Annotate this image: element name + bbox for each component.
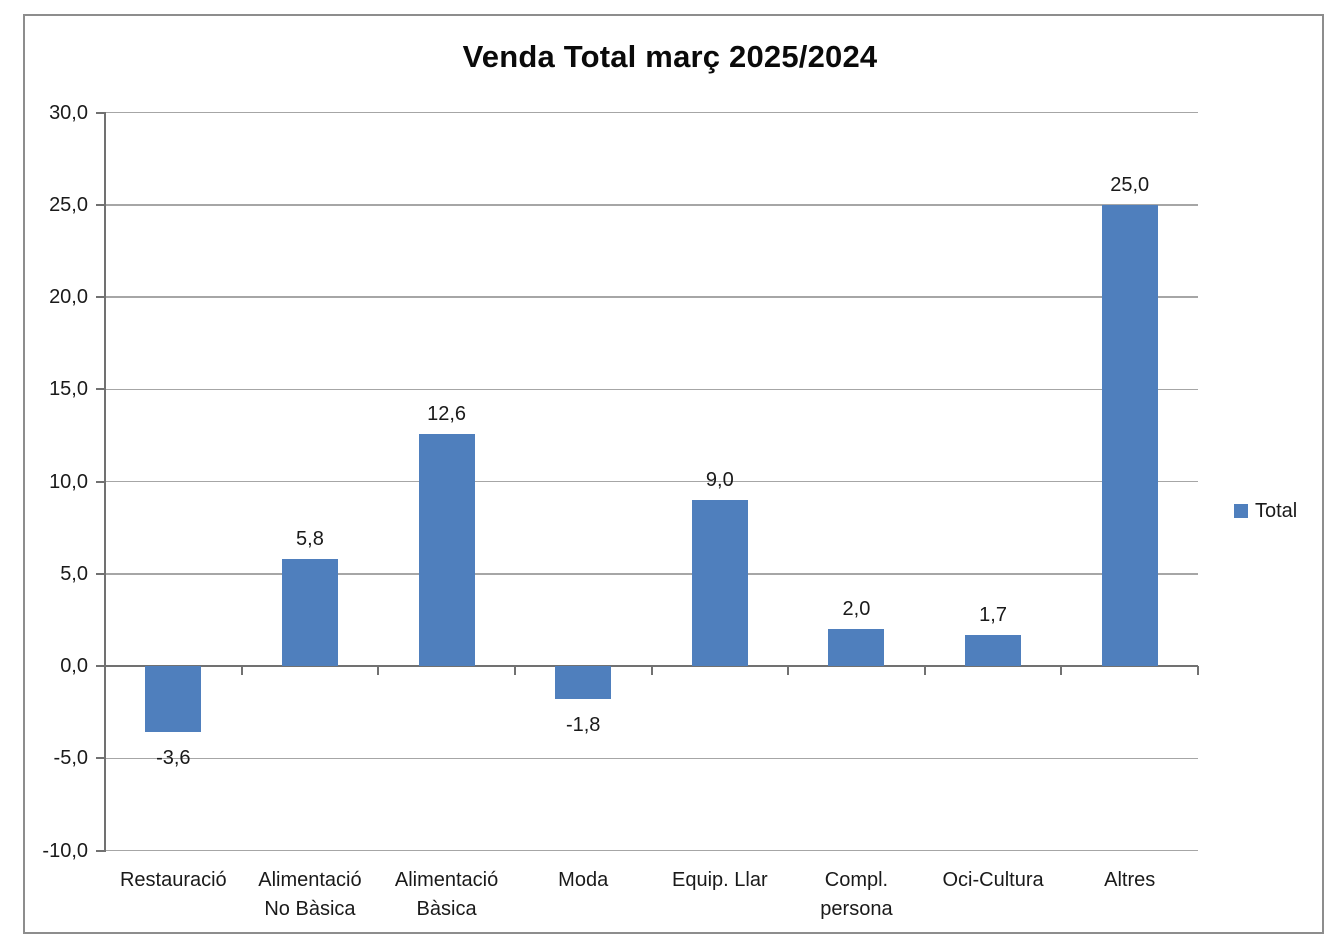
y-axis-tick-10 [96,480,105,483]
legend-label-total: Total [1255,500,1298,522]
bar-value-label-restauracio: -3,6 [156,747,191,770]
gridline-15 [105,388,1198,390]
legend: Total [1234,499,1297,523]
x-axis-label-line: No Bàsica [264,898,356,920]
x-axis-label-line: Compl. [824,869,889,891]
x-axis-label-line: Altres [1104,869,1156,891]
x-axis-label-altres: Altres [1055,866,1205,895]
y-axis-tick-label-25: 25,0 [49,193,88,216]
y-axis-tick-label-20: 20,0 [49,286,88,308]
y-axis-tick-0 [96,665,105,667]
gridline--5 [105,757,1198,759]
bar-value-label-equip-llar: 9,0 [705,468,734,491]
y-axis-tick-15 [96,388,105,391]
x-axis-tick-8 [1197,666,1199,675]
x-axis-label-equip-llar: Equip. Llar [645,866,795,895]
bar-alimentacio-no-basica [281,558,338,666]
x-axis-tick-3 [513,666,516,675]
x-axis-label-compl-persona: Compl. persona [781,866,931,924]
bar-value-label-alimentacio-basica: 12,6 [427,402,467,425]
legend-marker-total-icon [1234,504,1248,518]
x-axis-label-moda: Moda [508,866,658,895]
x-axis-label-restauracio: Restauració [98,866,248,895]
bar-equip-llar [691,499,748,666]
y-axis-tick-label-15: 15,0 [49,378,88,401]
y-axis-tick-25 [96,203,105,206]
x-axis-label-oci-cultura: Oci-Cultura [918,866,1068,895]
gridline-20 [105,296,1198,298]
y-axis-tick-label-0: 0,0 [60,655,88,677]
y-axis-tick-5 [96,572,105,575]
y-axis-tick--10 [96,849,105,852]
bar-oci-cultura [965,634,1022,666]
x-axis-tick-7 [1060,666,1063,675]
y-axis-tick-label-5: 5,0 [60,562,88,585]
x-axis-label-line: Equip. Llar [672,869,768,891]
x-axis-label-line: Restauració [119,869,227,891]
x-axis-label-line: Oci-Cultura [942,869,1044,891]
bar-value-label-compl-persona: 2,0 [842,598,871,621]
y-axis-tick-label-30: 30,0 [49,101,88,124]
bar-value-label-altres: 25,0 [1110,173,1150,196]
bar-altres [1101,204,1158,666]
y-axis-tick-20 [96,296,105,298]
x-axis-tick-1 [240,666,243,675]
x-axis-tick-6 [923,666,926,675]
gridline--10 [105,849,1198,852]
x-axis-tick-4 [650,666,653,675]
bar-alimentacio-basica [418,433,475,666]
bar-compl-persona [828,629,885,666]
gridline-10 [105,480,1198,483]
y-axis-tick--5 [96,757,105,760]
y-axis-tick-30 [96,111,105,114]
y-axis-tick-label--10: -10,0 [42,839,88,862]
gridline-30 [105,111,1198,114]
x-axis-label-line: Moda [558,869,609,891]
gridline-5 [105,573,1198,575]
bar-value-label-oci-cultura: 1,7 [979,603,1007,626]
bar-moda [555,666,612,700]
y-axis-tick-label--5: -5,0 [53,747,88,770]
x-axis-label-alimentacio-basica: Alimentació Bàsica [372,866,522,924]
y-axis-tick-label-10: 10,0 [49,470,88,493]
x-axis-tick-2 [377,666,380,675]
x-axis-label-line: persona [820,898,893,920]
x-axis-label-line: Alimentació [258,869,362,891]
bar-value-label-moda: -1,8 [565,714,601,737]
x-axis-label-line: Alimentació [394,869,499,891]
gridline-25 [105,204,1198,206]
bar-restauracio [145,666,202,733]
x-axis-label-line: Bàsica [416,898,477,920]
bar-value-label-alimentacio-no-basica: 5,8 [296,527,324,550]
chart-title: Venda Total març 2025/2024 [462,39,878,74]
x-axis-label-alimentacio-no-basica: Alimentació No Bàsica [235,866,385,924]
y-axis-line [104,111,106,852]
x-axis-tick-5 [787,666,790,675]
